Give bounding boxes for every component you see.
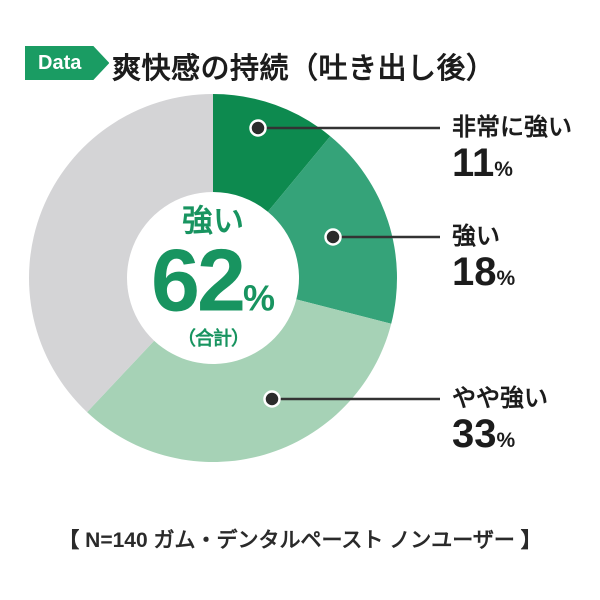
percent-sign: % (494, 158, 513, 181)
percent-sign: % (496, 267, 516, 290)
center-total-label: 強い (182, 203, 244, 239)
page-title: 爽快感の持続（吐き出し後） (112, 53, 496, 85)
center-total-value: 62% (151, 229, 275, 329)
leader-dot-2 (263, 390, 281, 408)
donut-segment-非常に強い (213, 94, 331, 212)
leader-dot-1 (324, 228, 342, 246)
callout-value: 18% (452, 250, 516, 294)
callout-value: 11% (452, 141, 513, 185)
callout-value: 33% (452, 412, 516, 456)
sample-footnote: 【 N=140 ガム・デンタルペースト ノンユーザー 】 (58, 529, 542, 552)
leader-dot-0 (249, 119, 267, 137)
callout-strong: 強い 18% (452, 223, 515, 293)
center-total-note: （合計） (176, 328, 250, 350)
donut-segment-rest (29, 94, 213, 413)
percent-sign: % (242, 276, 275, 318)
data-badge-label: Data (38, 52, 82, 74)
data-badge: Data (25, 46, 109, 80)
donut-segment-やや強い (87, 299, 392, 463)
callout-label: 強い (452, 223, 500, 250)
percent-sign: % (496, 429, 516, 452)
callout-somewhat-strong: やや強い 33% (452, 385, 548, 455)
donut-center-label: 強い 62% （合計） (123, 205, 303, 350)
callout-label: やや強い (452, 385, 548, 412)
callout-label: 非常に強い (452, 114, 572, 141)
callout-very-strong: 非常に強い 11% (452, 114, 572, 184)
